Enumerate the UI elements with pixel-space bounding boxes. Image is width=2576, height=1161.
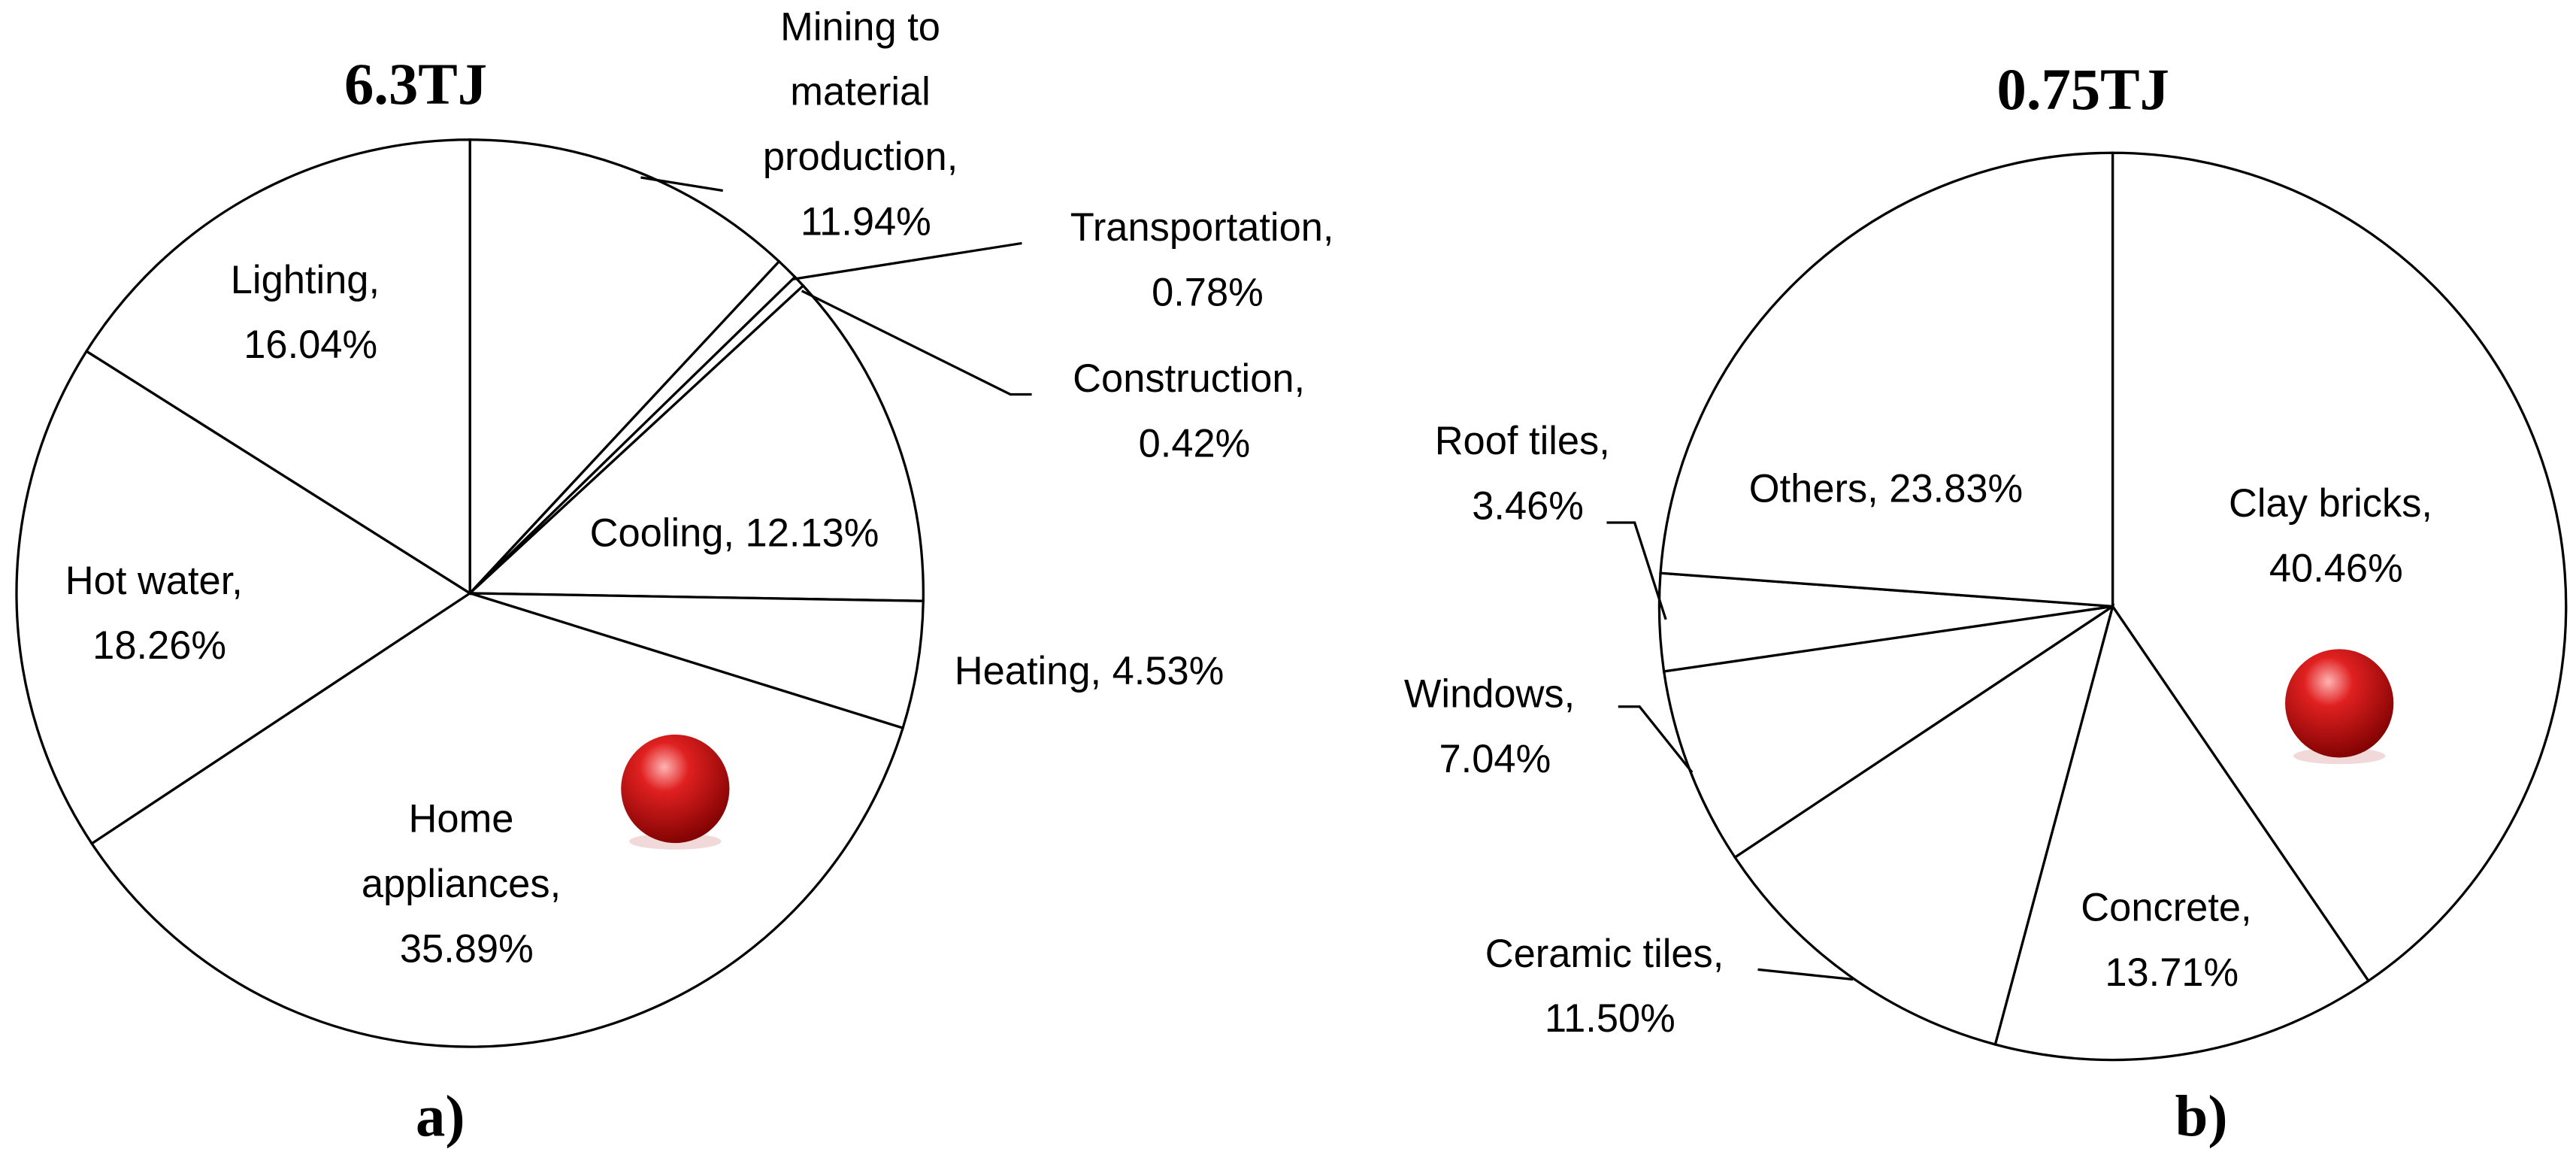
chart-caption: b) xyxy=(2175,1084,2228,1150)
decorations xyxy=(621,649,2394,850)
ball xyxy=(621,734,730,844)
slice-label: Others, 23.83% xyxy=(1749,467,2023,511)
chart-title: 6.3TJ xyxy=(344,52,487,117)
leader-line xyxy=(801,289,1032,396)
slice-label: Cooling, 12.13% xyxy=(590,511,879,555)
pie-slice xyxy=(15,349,473,846)
slice-label: Mining to material production, 11.94% xyxy=(763,5,969,244)
pie-slice xyxy=(1659,151,2114,608)
slice-label: Concrete, 13.71% xyxy=(2081,887,2263,995)
slice-label: Roof tiles, 3.46% xyxy=(1435,420,1621,528)
leader-line xyxy=(1618,705,1694,774)
pie-slice xyxy=(467,283,925,602)
slice-label: Heating, 4.53% xyxy=(955,650,1224,693)
pie-slice xyxy=(1993,603,2371,1062)
slices xyxy=(15,138,2568,1062)
slice-label: Lighting, 16.04% xyxy=(231,259,391,367)
leader-lines xyxy=(640,176,1854,981)
slice-label: Ceramic tiles, 11.50% xyxy=(1485,932,1735,1041)
pie-slice xyxy=(89,592,905,1048)
leader-line xyxy=(1757,968,1854,981)
leader-line xyxy=(792,241,1022,281)
leader-line xyxy=(640,176,723,192)
ball xyxy=(2285,649,2394,758)
slice-label: Transportation, 0.78% xyxy=(1070,206,1345,314)
labels: Mining to material production, 11.94% Tra… xyxy=(65,5,2444,1041)
pie-slice xyxy=(469,592,925,730)
slice-label: Home appliances, 35.89% xyxy=(362,798,572,972)
pie-slice xyxy=(2111,151,2568,983)
pie-slice xyxy=(468,138,781,597)
leader-line xyxy=(1606,521,1667,620)
pie-slice xyxy=(1733,603,2115,1047)
slice-label: Windows, 7.04% xyxy=(1404,672,1586,781)
slice-label: Hot water, 18.26% xyxy=(65,559,254,668)
slice-label: Clay bricks, 40.46% xyxy=(2229,482,2444,590)
chart-caption: a) xyxy=(416,1084,465,1150)
pie-slice xyxy=(84,138,471,596)
chart-title: 0.75TJ xyxy=(1997,57,2169,123)
slice-label: Construction, 0.42% xyxy=(1073,357,1316,465)
